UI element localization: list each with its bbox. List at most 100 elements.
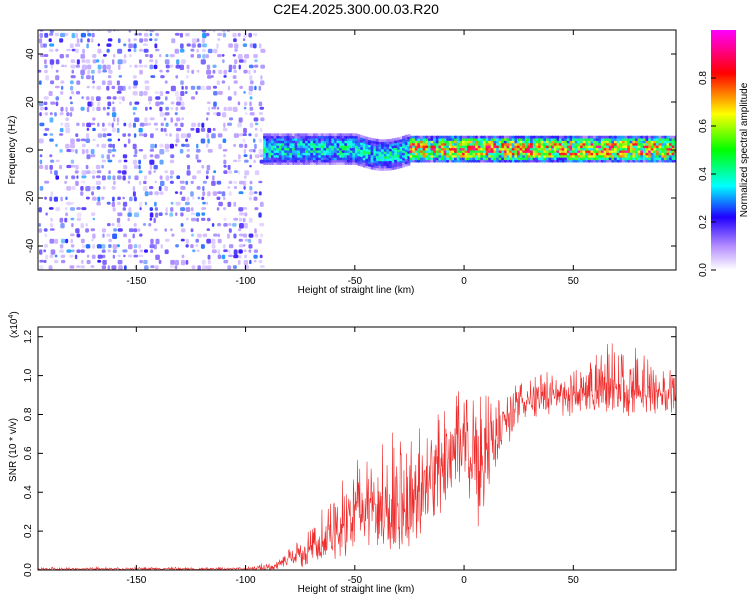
heatmap-cell xyxy=(386,155,390,159)
heatmap-cell xyxy=(669,140,673,144)
heatmap-cell xyxy=(569,147,573,151)
heatmap-cell xyxy=(258,149,264,154)
heatmap-cell xyxy=(419,138,424,141)
heatmap-cell xyxy=(608,135,612,139)
heatmap-cell xyxy=(191,265,196,270)
heatmap-cell xyxy=(174,122,178,127)
heatmap-cell xyxy=(417,157,421,161)
heatmap-cell xyxy=(44,106,48,111)
heatmap-cell xyxy=(365,141,369,145)
heatmap-cell xyxy=(532,150,536,153)
heatmap-cell xyxy=(281,140,285,144)
heatmap-cell xyxy=(629,140,633,144)
heatmap-cell xyxy=(394,164,398,168)
heatmap-cell xyxy=(248,133,252,137)
heatmap-cell xyxy=(433,157,437,161)
heatmap-cell xyxy=(278,142,282,146)
heatmap-cell xyxy=(211,223,215,227)
heatmap-cell xyxy=(383,141,387,145)
heatmap-cell xyxy=(318,162,322,165)
heatmap-cell xyxy=(49,43,55,47)
heatmap-cell xyxy=(233,233,237,239)
heatmap-cell xyxy=(558,154,563,158)
heatmap-cell xyxy=(435,154,439,158)
heatmap-cell xyxy=(553,135,557,139)
heatmap-cell xyxy=(165,207,168,213)
heatmap-cell xyxy=(621,145,625,149)
heatmap-cell xyxy=(537,142,542,146)
heatmap-cell xyxy=(265,135,269,139)
heatmap-cell xyxy=(341,154,345,158)
heatmap-cell xyxy=(106,64,111,70)
heatmap-cell xyxy=(503,150,507,153)
heatmap-cell xyxy=(212,175,215,181)
heatmap-cell xyxy=(192,249,196,253)
heatmap-cell xyxy=(180,207,186,212)
heatmap-cell xyxy=(281,142,285,146)
heatmap-cell xyxy=(92,244,96,249)
heatmap-cell xyxy=(254,191,258,194)
heatmap-cell xyxy=(248,69,251,75)
heatmap-cell xyxy=(451,147,455,151)
heatmap-cell xyxy=(454,138,458,141)
heatmap-cell xyxy=(375,138,379,142)
heatmap-cell xyxy=(263,150,267,153)
heatmap-cell xyxy=(286,152,290,156)
heatmap-cell xyxy=(606,138,610,141)
heatmap-cell xyxy=(117,254,121,258)
heatmap-cell xyxy=(90,154,96,158)
heatmap-cell xyxy=(49,32,54,36)
heatmap-cell xyxy=(593,150,597,153)
heatmap-cell xyxy=(391,167,395,171)
heatmap-cell xyxy=(270,154,275,158)
heatmap-cell xyxy=(294,142,298,146)
heatmap-cell xyxy=(190,85,196,90)
heatmap-cell xyxy=(249,106,254,111)
heatmap-cell xyxy=(196,69,200,73)
heatmap-cell xyxy=(354,138,358,141)
heatmap-cell xyxy=(197,122,201,127)
heatmap-cell xyxy=(349,147,353,151)
heatmap-cell xyxy=(102,133,107,138)
heatmap-cell xyxy=(381,163,385,167)
heatmap-cell xyxy=(593,135,597,139)
heatmap-cell xyxy=(391,138,395,142)
heatmap-cell xyxy=(548,154,552,158)
heatmap-cell xyxy=(464,140,468,144)
heatmap-cell xyxy=(273,145,277,149)
heatmap-cell xyxy=(80,249,85,253)
heatmap-cell xyxy=(75,30,80,32)
heatmap-cell xyxy=(349,150,353,153)
heatmap-cell xyxy=(133,196,137,202)
heatmap-cell xyxy=(44,69,48,74)
heatmap-cell xyxy=(111,122,114,128)
heatmap-cell xyxy=(582,154,586,158)
heatmap-cell xyxy=(480,135,484,139)
heatmap-cell xyxy=(595,154,599,158)
heatmap-cell xyxy=(496,150,500,153)
heatmap-cell xyxy=(561,152,565,156)
heatmap-cell xyxy=(112,59,115,65)
heatmap-cell xyxy=(456,138,460,141)
heatmap-cell xyxy=(49,196,53,202)
heatmap-cell xyxy=(613,147,618,151)
heatmap-cell xyxy=(383,165,387,169)
heatmap-cell xyxy=(419,135,424,139)
heatmap-cell xyxy=(284,157,288,161)
heatmap-cell xyxy=(116,127,120,133)
heatmap-cell xyxy=(485,159,489,163)
heatmap-cell xyxy=(461,159,466,163)
heatmap-cell xyxy=(61,64,65,68)
heatmap-cell xyxy=(561,150,565,153)
heatmap-cell xyxy=(409,138,413,141)
heatmap-cell xyxy=(417,135,421,139)
heatmap-cell xyxy=(64,207,68,211)
heatmap-cell xyxy=(548,152,552,156)
heatmap-cell xyxy=(202,54,206,59)
heatmap-cell xyxy=(263,138,267,141)
heatmap-cell xyxy=(281,162,285,165)
heatmap-cell xyxy=(388,162,393,166)
heatmap-cell xyxy=(333,135,337,139)
heatmap-cell xyxy=(122,249,128,253)
heatmap-cell xyxy=(312,154,317,158)
